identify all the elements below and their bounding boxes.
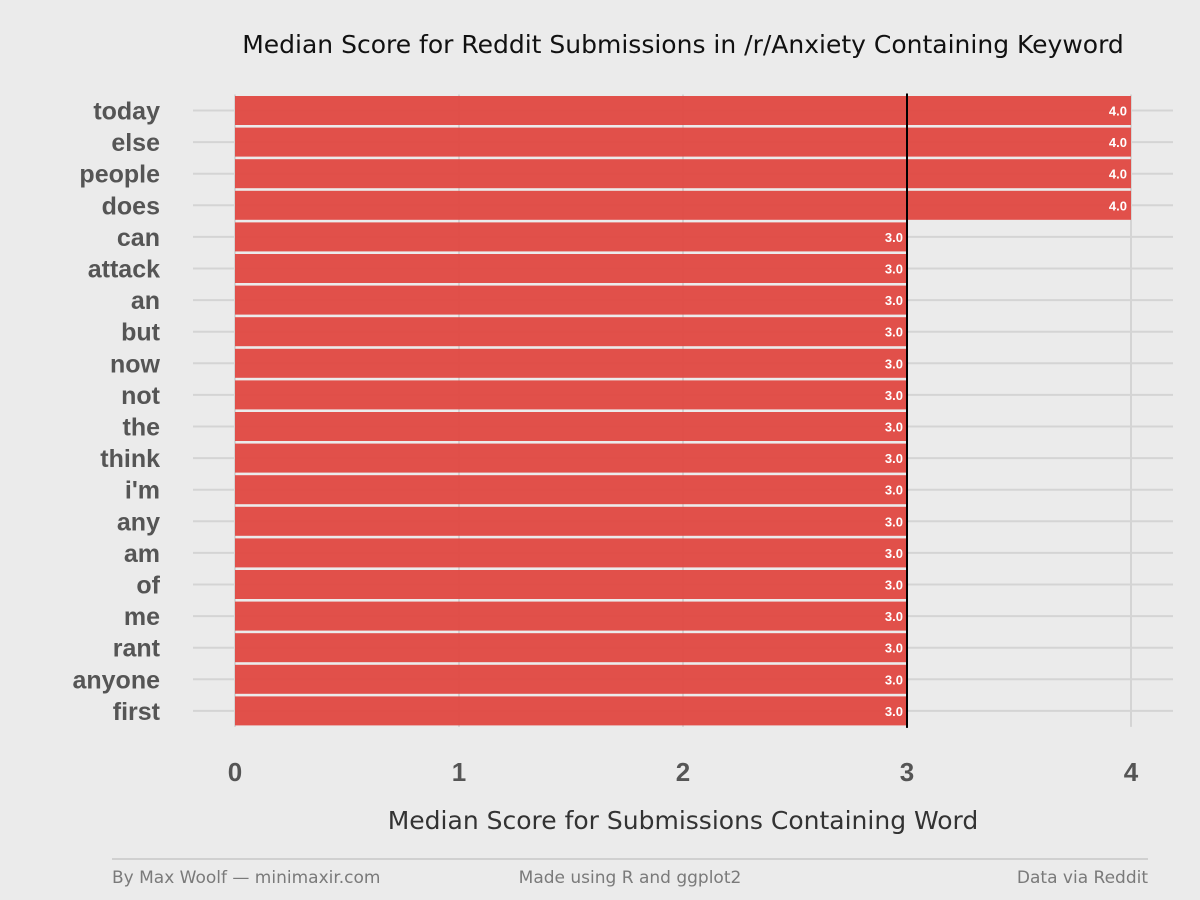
value-label: 4.0: [1109, 198, 1127, 213]
category-label: anyone: [72, 666, 160, 694]
category-label: am: [124, 540, 160, 568]
footer-source: Data via Reddit: [1017, 868, 1148, 888]
footer-credit: By Max Woolf — minimaxir.com: [112, 868, 381, 888]
value-label: 3.0: [885, 356, 903, 371]
bar-can: [235, 222, 907, 252]
category-labels: today else people does can attack an but now not t…: [72, 98, 160, 726]
value-label: 3.0: [885, 293, 903, 308]
footer-tools: Made using R and ggplot2: [519, 868, 742, 888]
category-label: people: [79, 161, 160, 189]
category-label: of: [136, 572, 160, 600]
value-label: 3.0: [885, 388, 903, 403]
x-tick-labels: 0 1 2 3 4: [228, 757, 1139, 787]
bar-does: [235, 190, 1131, 220]
value-label: 3.0: [885, 609, 903, 624]
category-label: today: [93, 98, 160, 126]
category-label: the: [123, 414, 161, 442]
category-label: now: [110, 350, 161, 378]
bars: [235, 96, 1131, 726]
value-label: 3.0: [885, 325, 903, 340]
value-label: 3.0: [885, 672, 903, 687]
bar-attack: [235, 254, 907, 283]
value-label: 3.0: [885, 514, 903, 529]
value-label: 3.0: [885, 262, 903, 277]
x-tick-label: 2: [676, 757, 690, 787]
bar-people: [235, 159, 1131, 189]
category-label: i'm: [125, 477, 160, 505]
category-label: first: [113, 698, 161, 726]
bar-but: [235, 317, 907, 347]
bar-me: [235, 601, 907, 631]
x-tick-label: 1: [452, 757, 466, 787]
bar-rant: [235, 633, 907, 663]
value-label: 4.0: [1109, 135, 1127, 150]
chart-title: Median Score for Reddit Submissions in /…: [242, 30, 1124, 59]
category-label: any: [117, 508, 160, 536]
value-label: 3.0: [885, 704, 903, 719]
value-label: 3.0: [885, 641, 903, 656]
category-label: me: [124, 603, 160, 631]
x-tick-label: 4: [1124, 757, 1139, 787]
category-label: not: [121, 382, 161, 410]
bar-first: [235, 696, 907, 726]
category-label: think: [100, 445, 160, 473]
x-axis-title: Median Score for Submissions Containing …: [388, 806, 979, 835]
value-label: 3.0: [885, 546, 903, 561]
category-label: else: [111, 129, 160, 157]
bar-of: [235, 570, 907, 599]
value-label: 3.0: [885, 483, 903, 498]
bar-any: [235, 506, 907, 536]
category-label: does: [102, 192, 160, 220]
value-label: 4.0: [1109, 167, 1127, 182]
value-label: 3.0: [885, 420, 903, 435]
bar-think: [235, 443, 907, 473]
bar-else: [235, 127, 1131, 157]
bar-now: [235, 348, 907, 378]
category-label: an: [131, 287, 160, 315]
value-label: 3.0: [885, 230, 903, 245]
bar-not: [235, 380, 907, 410]
bar-an: [235, 285, 907, 315]
category-label: attack: [88, 256, 160, 284]
category-label: rant: [113, 635, 161, 663]
bar-today: [235, 96, 1131, 125]
bar-the: [235, 412, 907, 441]
bar-im: [235, 475, 907, 505]
x-tick-label: 3: [900, 757, 914, 787]
value-labels: 4.0 4.0 4.0 4.0 3.0 3.0 3.0 3.0 3.0 3.0 3.0 3.0 3.0 3…: [885, 104, 1127, 719]
grid-lines: [193, 94, 1173, 727]
bar-am: [235, 538, 907, 568]
category-label: but: [121, 319, 161, 347]
x-tick-label: 0: [228, 757, 242, 787]
bar-anyone: [235, 664, 907, 694]
category-label: can: [117, 224, 160, 252]
value-label: 3.0: [885, 578, 903, 593]
value-label: 4.0: [1109, 104, 1127, 119]
value-label: 3.0: [885, 451, 903, 466]
